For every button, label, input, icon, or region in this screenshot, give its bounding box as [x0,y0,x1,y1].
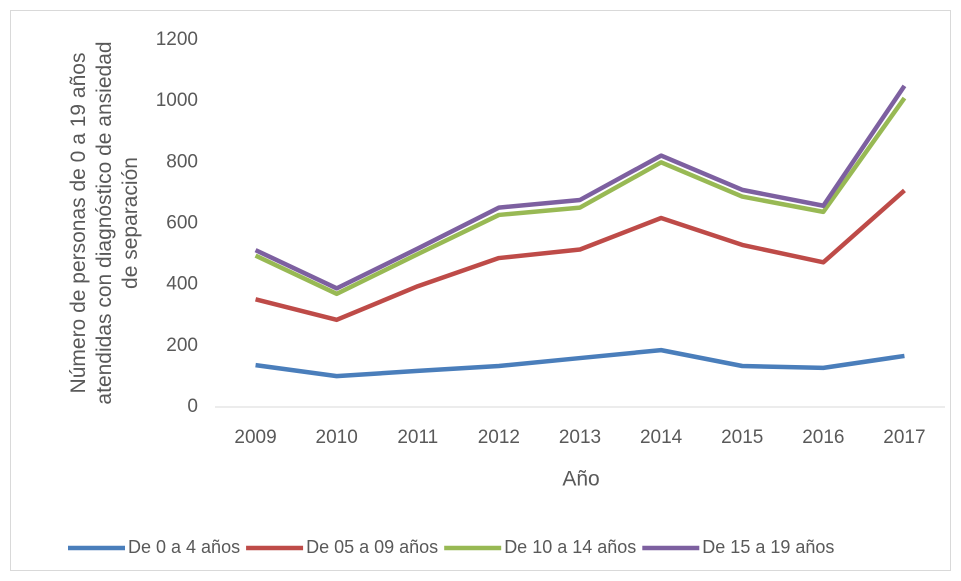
y-axis-label-line: de separación [119,157,142,289]
y-tick-label: 400 [166,274,198,295]
line-series [255,347,905,379]
x-tick-label: 2014 [640,427,683,448]
line-series [254,84,907,291]
y-tick-label: 800 [166,151,198,172]
line-series [254,96,907,297]
y-tick-label: 1000 [156,90,198,111]
legend-label: De 15 a 19 años [702,537,834,557]
y-axis-label-line: Número de personas de 0 a 19 años [67,53,90,394]
legend-label: De 0 a 4 años [128,537,240,557]
y-axis-label-line: atendidas con diagnóstico de ansiedad [93,41,116,404]
x-tick-label: 2016 [802,427,844,448]
x-tick-label: 2010 [316,427,358,448]
x-tick-label: 2012 [478,427,520,448]
x-tick-label: 2015 [721,427,763,448]
y-tick-label: 600 [166,213,198,234]
legend-label: De 10 a 14 años [504,537,636,557]
x-tick-label: 2011 [397,427,438,448]
legend-label: De 05 a 09 años [306,537,438,557]
x-tick-label: 2017 [883,427,925,448]
x-tick-label: 2013 [559,427,601,448]
x-tick-label: 2009 [234,427,276,448]
y-tick-label: 1200 [156,29,198,50]
x-axis-label: Año [562,468,599,491]
y-tick-label: 0 [187,396,198,417]
line-series [255,188,906,323]
chart-border [10,10,951,571]
y-axis-label: Número de personas de 0 a 19 años atendid… [67,41,142,404]
y-tick-label: 200 [166,335,198,356]
